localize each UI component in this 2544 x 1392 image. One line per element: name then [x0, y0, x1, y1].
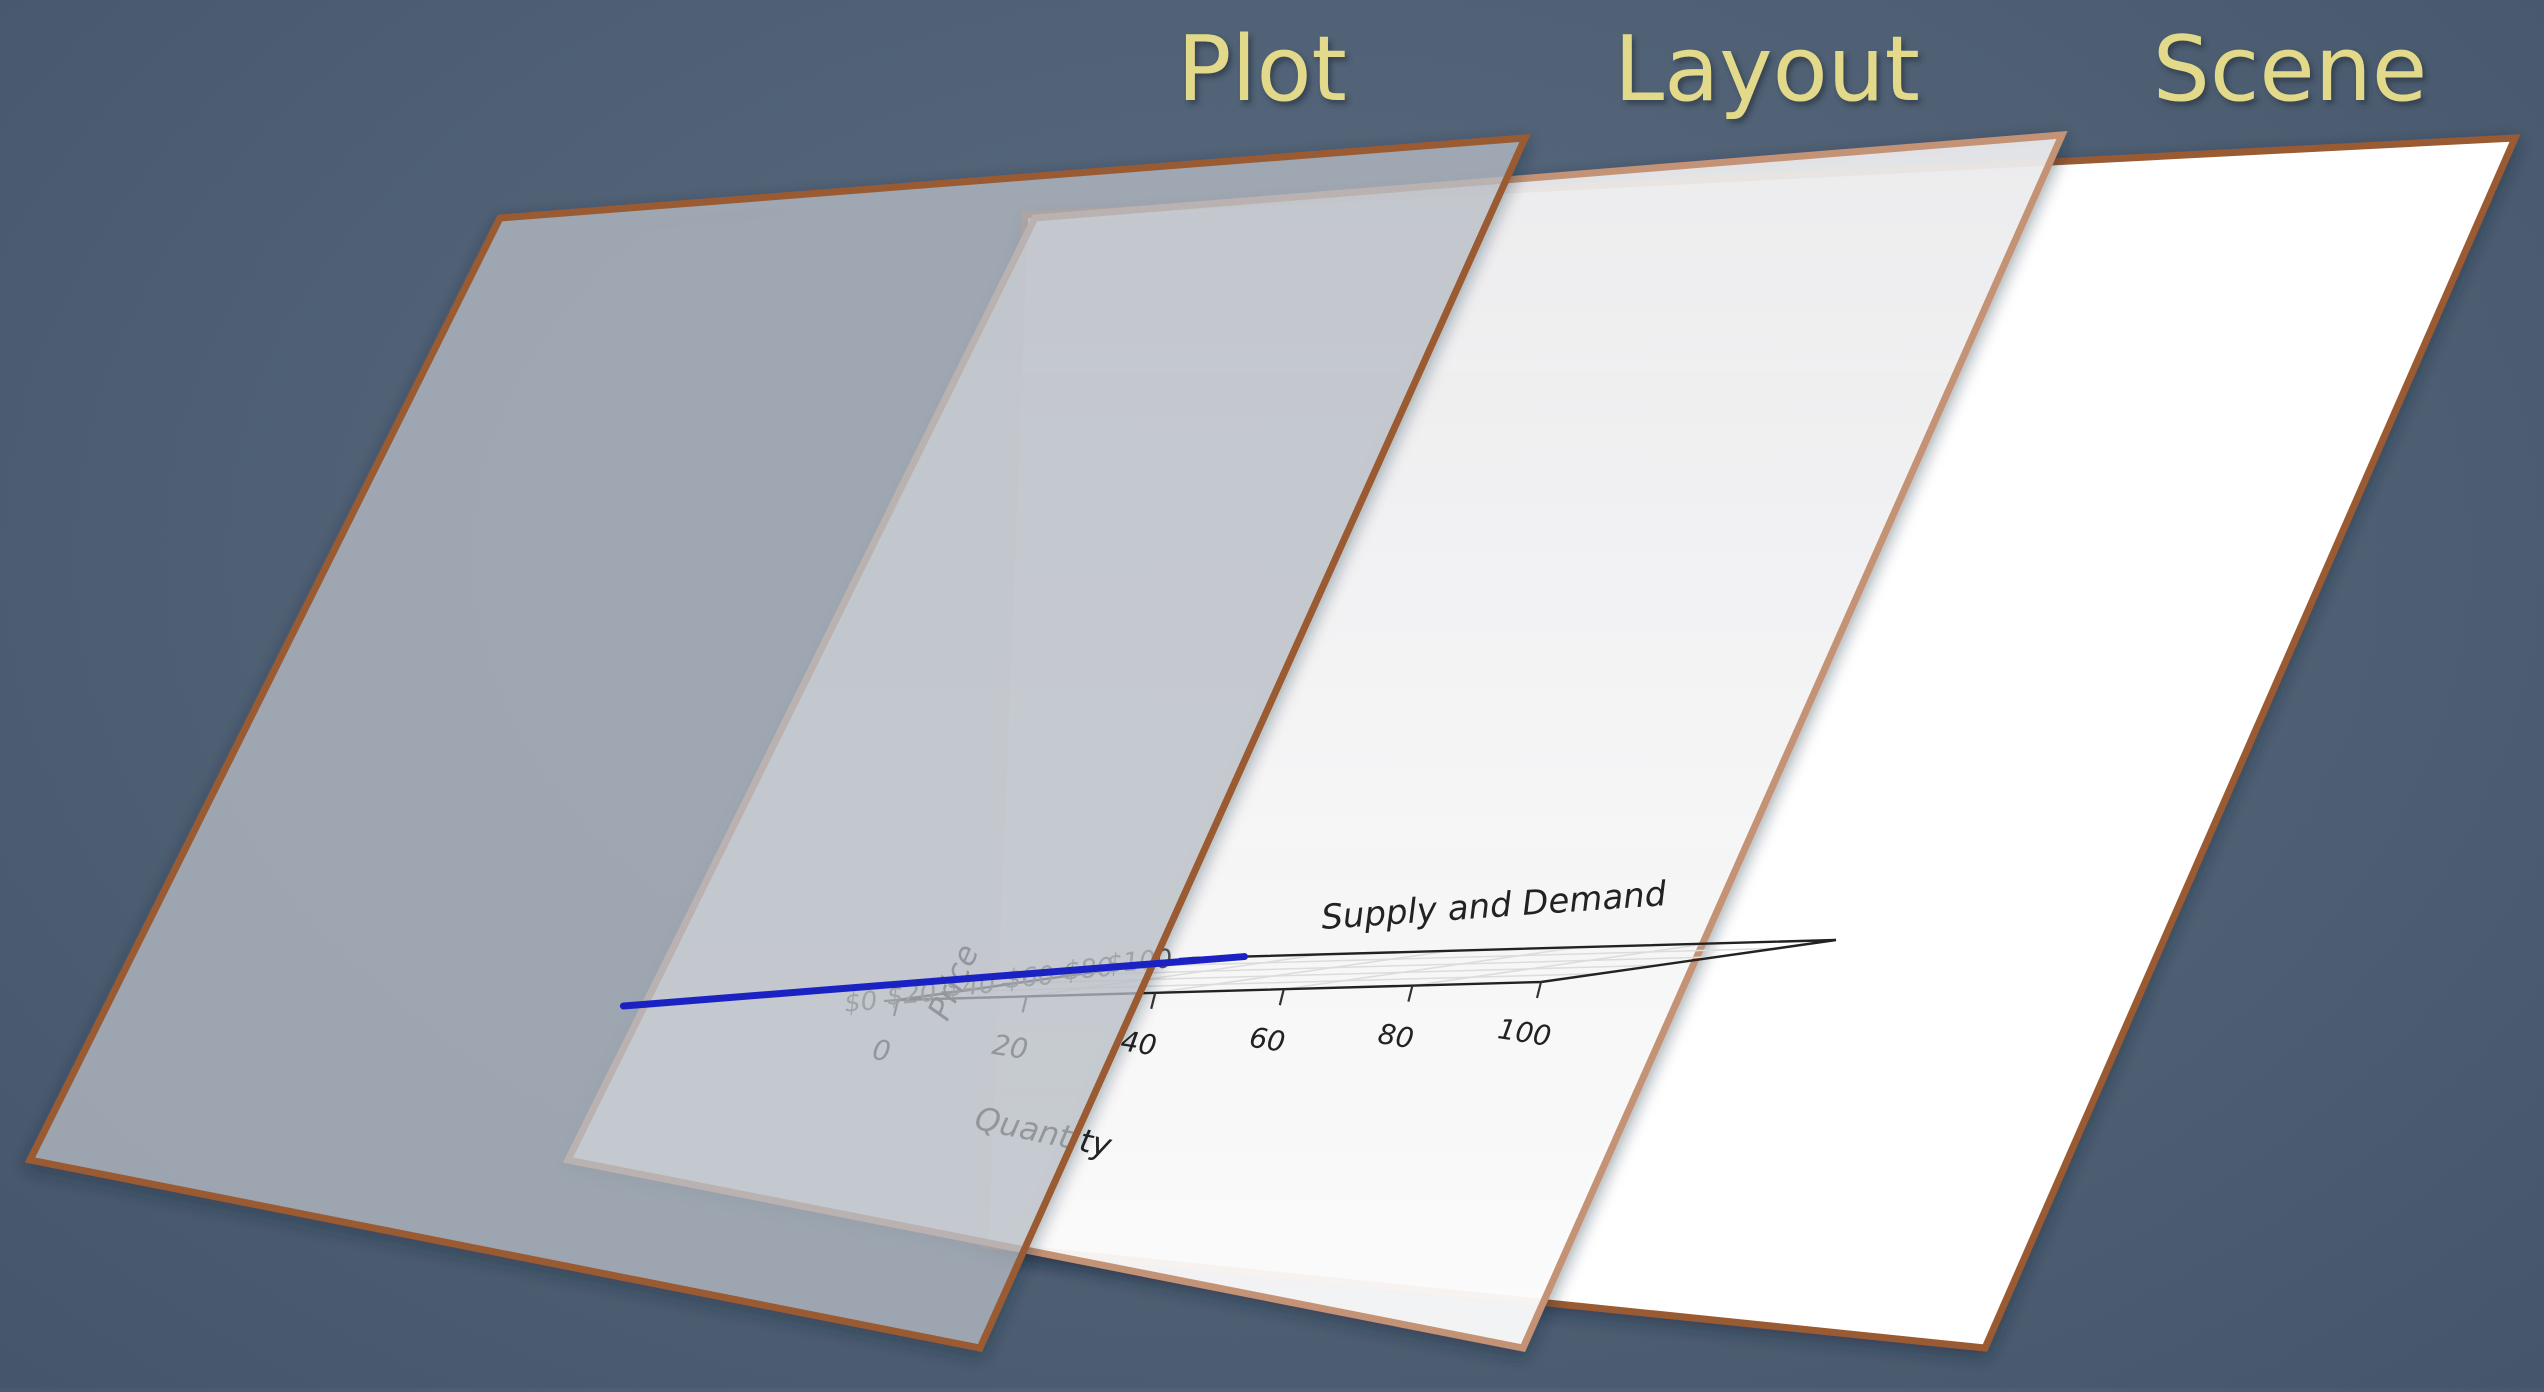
- grid-line-y-3: [1075, 957, 1718, 975]
- plot-panel: [24, 134, 1531, 1352]
- grid-line-x-2: [1155, 951, 1450, 993]
- layout-layer-title: Layout: [1614, 17, 1920, 122]
- grid-line-y-4: [1134, 948, 1777, 966]
- grid-line-x-4: [1412, 944, 1707, 986]
- series-layer: [619, 953, 1248, 1010]
- x-tick-2: [1150, 992, 1157, 1010]
- series-line-0: [619, 953, 1248, 1010]
- plot-layer-title: Plot: [1177, 17, 1347, 122]
- x-tick-4: [1407, 985, 1414, 1002]
- grid-line-x-3: [1284, 947, 1579, 989]
- x-tick-5: [1535, 981, 1543, 999]
- x-tick-3: [1278, 988, 1285, 1006]
- scene-layer-title: Scene: [2153, 17, 2427, 122]
- x-tick-label-3: 60: [1247, 1021, 1287, 1059]
- x-tick-label-4: 80: [1376, 1017, 1416, 1055]
